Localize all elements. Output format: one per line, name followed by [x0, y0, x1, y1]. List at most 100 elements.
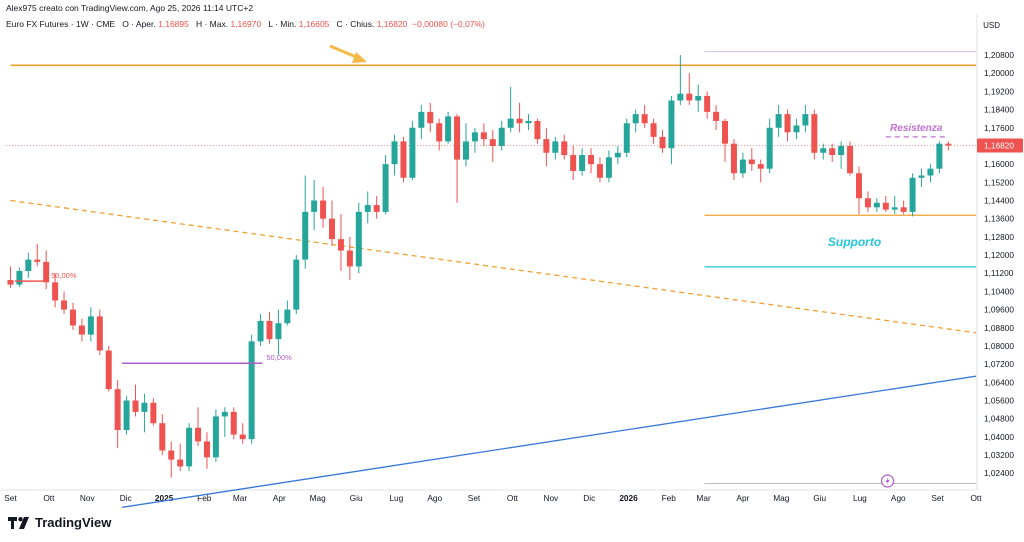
candle-body — [855, 173, 862, 199]
candle-body — [257, 320, 264, 342]
close-value: 1,16820 — [376, 19, 408, 29]
candle-body — [34, 259, 41, 262]
candle-body — [650, 123, 657, 137]
y-tick-label: 1,04000 — [984, 432, 1014, 442]
candle-body — [829, 148, 836, 156]
candle-body — [391, 141, 398, 165]
y-tick-label: 1,03200 — [984, 450, 1014, 460]
candle-body — [748, 159, 755, 165]
candle-body — [739, 159, 746, 174]
candle-body — [43, 261, 50, 283]
candle-body — [311, 200, 318, 212]
candle-body — [632, 114, 639, 124]
candle-body — [132, 400, 139, 412]
y-tick-label: 1,17600 — [984, 123, 1014, 133]
candle-body — [373, 205, 380, 212]
candle-body — [52, 282, 59, 301]
candle-body — [329, 218, 336, 240]
change-value: −0,00080 (−0,07%) — [412, 19, 485, 29]
x-tick-label: Mag — [310, 493, 327, 503]
x-tick-label: Lug — [389, 493, 403, 503]
candle-body — [838, 145, 845, 156]
y-tick-label: 1,16000 — [984, 159, 1014, 169]
candle-body — [364, 205, 371, 212]
y-tick-label: 1,07200 — [984, 359, 1014, 369]
candle-body — [498, 127, 505, 146]
x-tick-label: Feb — [662, 493, 677, 503]
y-tick-label: 1,08800 — [984, 323, 1014, 333]
author-line: Alex975 creato con TradingView.com, Ago … — [6, 3, 254, 13]
candle-body — [909, 177, 916, 212]
candle-body — [534, 120, 541, 140]
candle-body — [882, 202, 889, 210]
y-tick-label: 1,08000 — [984, 341, 1014, 351]
x-tick-label: Giu — [813, 493, 826, 503]
candle-body — [239, 434, 246, 440]
high-value: 1,16970 — [230, 19, 262, 29]
last-price-badge — [977, 138, 1023, 153]
candle-body — [552, 141, 559, 153]
candle-body — [105, 350, 112, 390]
candle-body — [293, 259, 300, 310]
candle-body — [114, 389, 121, 431]
candle-body — [507, 118, 514, 128]
candle-body — [445, 116, 452, 142]
x-tick-label: Ott — [970, 493, 982, 503]
candle-body — [784, 114, 791, 133]
candle-body — [927, 168, 934, 176]
candle-body — [936, 143, 943, 169]
tradingview-logo[interactable]: TradingView — [8, 515, 111, 530]
y-tick-label: 1,14400 — [984, 196, 1014, 206]
candle-body — [7, 280, 14, 285]
y-tick-label: 1,20000 — [984, 68, 1014, 78]
candle-body — [275, 323, 282, 340]
candle-body — [150, 402, 157, 424]
y-tick-label: 1,20800 — [984, 50, 1014, 60]
y-tick-label: 1,12800 — [984, 232, 1014, 242]
x-tick-label: Set — [931, 493, 944, 503]
candle-body — [427, 111, 434, 124]
last-price-label: 1,16820 — [984, 141, 1014, 151]
candle-body — [123, 400, 130, 431]
candle-body — [284, 309, 291, 324]
candle-body — [78, 325, 85, 335]
candle-body — [355, 211, 362, 267]
x-tick-label: Giu — [350, 493, 363, 503]
candle-body — [730, 143, 737, 174]
candle-body — [230, 411, 237, 435]
candle-body — [659, 136, 666, 149]
candle-body — [864, 198, 871, 208]
candle-body — [248, 341, 255, 440]
candle-body — [409, 127, 416, 178]
x-tick-label: Dic — [583, 493, 595, 503]
candle-body — [16, 270, 23, 285]
y-tick-label: 1,15200 — [984, 177, 1014, 187]
candle-body — [141, 402, 148, 412]
candle-body — [757, 164, 764, 169]
candle-body — [570, 155, 577, 171]
y-tick-label: 1,12000 — [984, 250, 1014, 260]
resistance-label: Resistenza — [890, 123, 943, 134]
candle-body — [695, 95, 702, 101]
candle-body — [159, 423, 166, 451]
x-tick-label: Mar — [233, 493, 248, 503]
close-label: C · Chius. — [336, 19, 375, 29]
candle-body — [668, 100, 675, 149]
symbol-name[interactable]: Euro FX Futures · 1W · CME — [6, 19, 116, 29]
candle-body — [811, 114, 818, 153]
high-label: H · Max. — [195, 19, 229, 29]
candle-body — [677, 93, 684, 101]
support-label: Supporto — [828, 235, 881, 249]
symbol-ohlc-line: Euro FX Futures · 1W · CME O · Aper. 1,1… — [6, 19, 485, 29]
candle-body — [471, 132, 478, 142]
candle-body — [454, 116, 461, 160]
x-tick-label: Nov — [80, 493, 96, 503]
candle-body — [543, 139, 550, 153]
tradingview-logo-icon — [8, 516, 29, 529]
candle-body — [69, 309, 76, 326]
candle-body — [516, 118, 523, 124]
candle-body — [588, 155, 595, 165]
candle-body — [418, 111, 425, 128]
